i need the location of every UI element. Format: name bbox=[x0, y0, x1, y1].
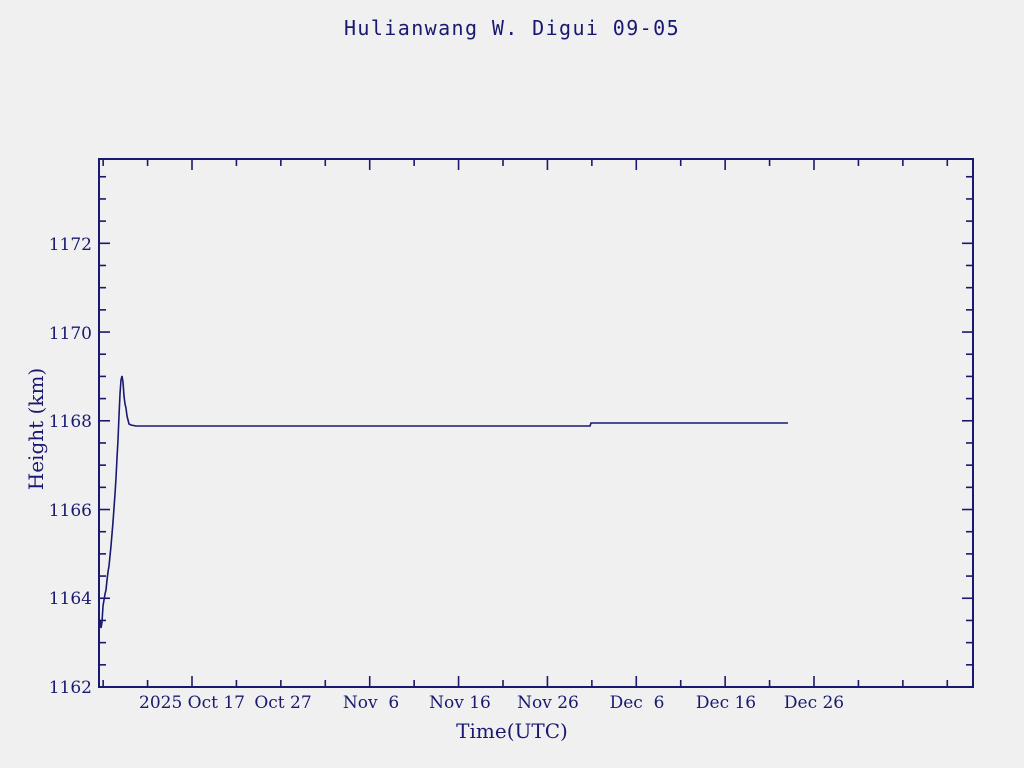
x-tick-label-5: Dec 6 bbox=[609, 693, 665, 713]
y-tick-label-1162: 1162 bbox=[48, 678, 92, 698]
x-tick-label-3: Nov 16 bbox=[429, 693, 491, 713]
x-tick-label-4: Nov 26 bbox=[517, 693, 579, 713]
x-tick-label-2: Nov 6 bbox=[342, 693, 400, 713]
axis-ticks bbox=[99, 159, 973, 688]
x-tick-label-6: Dec 16 bbox=[695, 693, 757, 713]
y-tick-label-1164: 1164 bbox=[48, 589, 92, 609]
x-tick-label-0: 2025 Oct 17 bbox=[139, 693, 245, 713]
axis-frame bbox=[98, 158, 974, 688]
y-tick-label-1170: 1170 bbox=[48, 324, 92, 344]
y-tick-label-1166: 1166 bbox=[48, 501, 92, 521]
y-tick-label-1172: 1172 bbox=[48, 235, 92, 255]
x-tick-label-1: Oct 27 bbox=[254, 693, 312, 713]
y-tick-label-1168: 1168 bbox=[48, 412, 92, 432]
chart-title: Hulianwang W. Digui 09-05 bbox=[343, 16, 681, 40]
x-tick-label-7: Dec 26 bbox=[783, 693, 845, 713]
x-axis-label: Time(UTC) bbox=[456, 719, 568, 743]
data-series-height bbox=[99, 375, 788, 629]
